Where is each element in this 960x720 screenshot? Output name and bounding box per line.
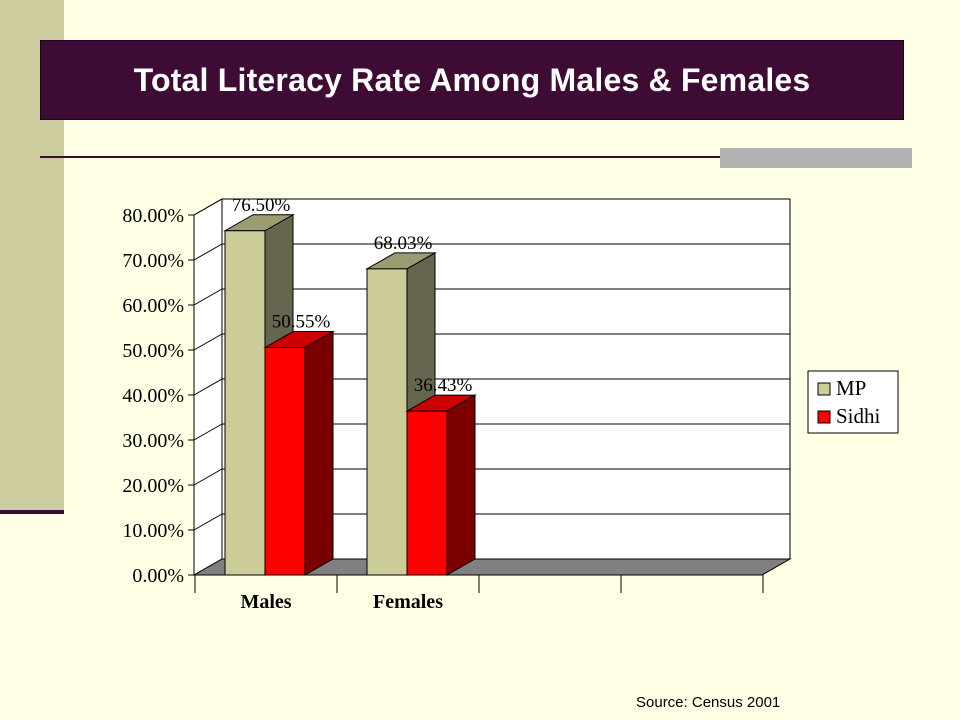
y-tick-label: 80.00% <box>122 205 184 227</box>
legend-label-sidhi: Sidhi <box>836 404 881 428</box>
y-tick-label: 0.00% <box>132 565 184 587</box>
slide-title-box: Total Literacy Rate Among Males & Female… <box>40 40 904 120</box>
y-tick-label: 50.00% <box>122 340 184 362</box>
title-rule-accent <box>720 148 912 168</box>
data-label-sidhi-females: 36.43% <box>414 375 473 396</box>
legend-swatch-mp <box>817 382 831 396</box>
bar-side-sidhi-males <box>304 330 334 576</box>
bar-mp-females <box>366 268 408 576</box>
legend-swatch-sidhi <box>817 410 831 424</box>
gridline-side <box>193 243 223 261</box>
gridline-side <box>193 378 223 396</box>
gridline-side <box>193 333 223 351</box>
gridline-side <box>193 288 223 306</box>
category-label-females: Females <box>373 591 443 613</box>
y-tick-label: 60.00% <box>122 295 184 317</box>
y-tick-label: 10.00% <box>122 520 184 542</box>
gridline-side <box>193 468 223 486</box>
bar-sidhi-males <box>264 347 306 576</box>
gridline-side <box>193 198 223 216</box>
title-rule <box>40 156 912 158</box>
slide-title: Total Literacy Rate Among Males & Female… <box>133 61 811 98</box>
source-note: Source: Census 2001 <box>636 694 781 711</box>
data-label-mp-females: 68.03% <box>374 233 433 254</box>
bar-side-sidhi-females <box>446 394 476 576</box>
legend-label-mp: MP <box>836 376 866 400</box>
bar-sidhi-females <box>406 410 448 576</box>
gridline-side <box>193 423 223 441</box>
side-decor-line <box>0 510 64 514</box>
data-label-sidhi-males: 50.55% <box>272 312 331 333</box>
gridline-side <box>193 513 223 531</box>
y-tick-label: 70.00% <box>122 250 184 272</box>
y-tick-label: 40.00% <box>122 385 184 407</box>
y-tick-label: 20.00% <box>122 475 184 497</box>
data-label-mp-males: 76.50% <box>232 195 291 216</box>
bar-mp-males <box>224 230 266 576</box>
y-tick-label: 30.00% <box>122 430 184 452</box>
category-label-males: Males <box>240 591 291 613</box>
